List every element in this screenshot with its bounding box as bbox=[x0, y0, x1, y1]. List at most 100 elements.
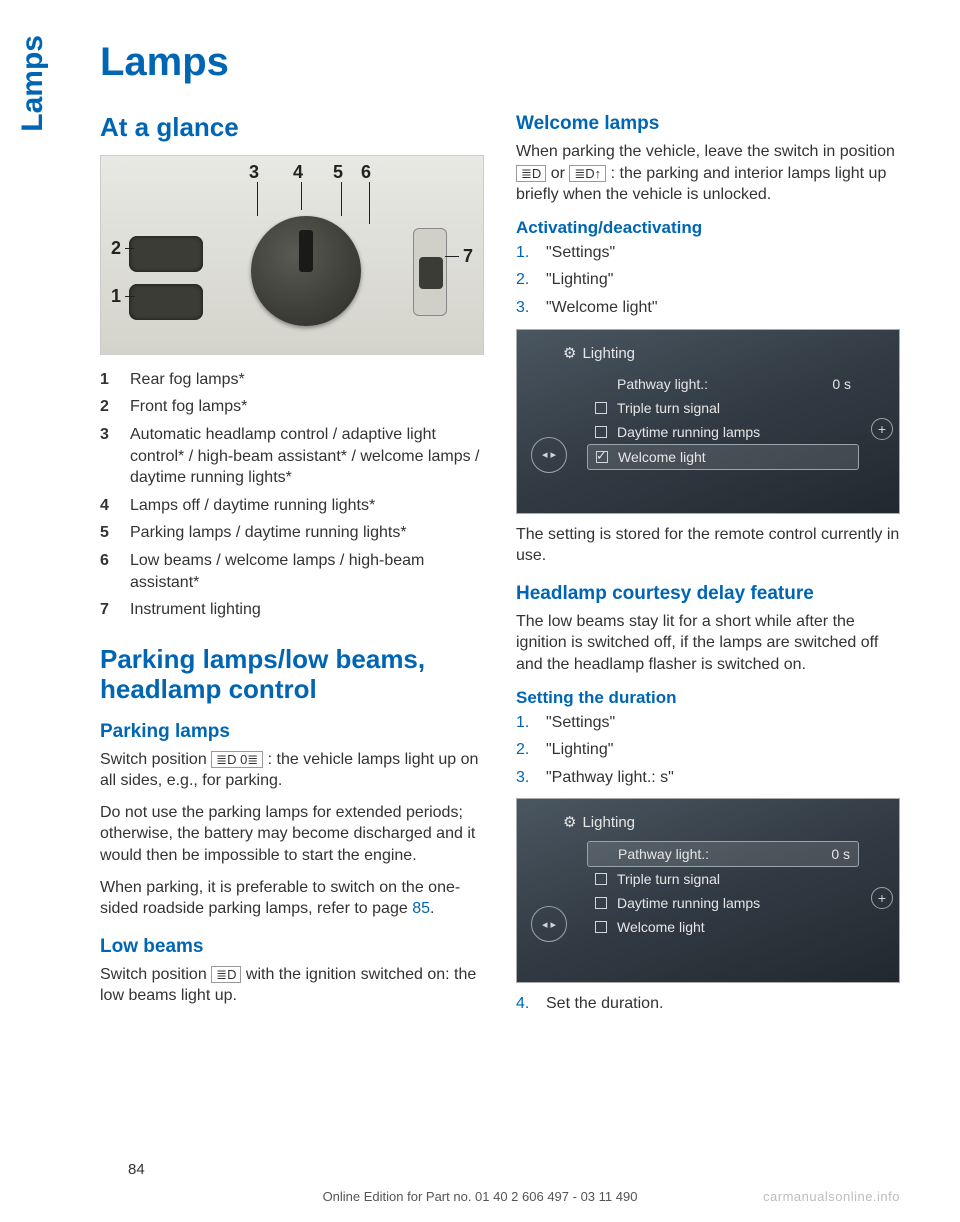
idrive-menu: Pathway light.:0 s Triple turn signal Da… bbox=[587, 841, 859, 939]
legend-num: 5 bbox=[100, 522, 116, 544]
leader-line bbox=[369, 182, 370, 224]
leader-line bbox=[257, 182, 258, 216]
idrive-item-drl[interactable]: Daytime running lamps bbox=[587, 891, 859, 915]
step-item: 3. "Welcome light" bbox=[516, 297, 900, 319]
duration-step4: 4.Set the duration. bbox=[516, 993, 900, 1015]
idrive-knob-icon: ◂ ▸ bbox=[531, 906, 567, 942]
legend-item: 1Rear fog lamps* bbox=[100, 369, 484, 391]
parking-lamps-p3: When parking, it is preferable to switch… bbox=[100, 877, 484, 920]
left-column: At a glance 1 2 3 4 5 6 7 bbox=[100, 113, 484, 1025]
parking-lamp-icon: ≣D 0≣ bbox=[211, 751, 263, 768]
legend-text: Instrument lighting bbox=[130, 599, 261, 621]
idrive-item-triple-turn[interactable]: Triple turn signal bbox=[587, 867, 859, 891]
step-text: "Settings" bbox=[546, 712, 615, 734]
idrive-plus-icon: + bbox=[871, 418, 893, 440]
legend-num: 3 bbox=[100, 424, 116, 489]
low-beams-p: Switch position ≣D with the ignition swi… bbox=[100, 964, 484, 1007]
callout-3: 3 bbox=[249, 162, 259, 183]
step-text: "Welcome light" bbox=[546, 297, 658, 319]
side-tab: Lamps bbox=[16, 35, 50, 132]
legend-text: Parking lamps / daytime running lights* bbox=[130, 522, 407, 544]
step-item: 2. "Lighting" bbox=[516, 739, 900, 761]
legend-num: 4 bbox=[100, 495, 116, 517]
checkbox-icon bbox=[595, 402, 607, 414]
text-fragment: Switch position bbox=[100, 966, 211, 983]
callout-7: 7 bbox=[463, 246, 473, 267]
leader-line bbox=[341, 182, 342, 216]
checkbox-icon bbox=[595, 897, 607, 909]
legend-num: 2 bbox=[100, 396, 116, 418]
step-num: 1. bbox=[516, 242, 532, 264]
legend-num: 6 bbox=[100, 550, 116, 593]
idrive-item-triple-turn[interactable]: Triple turn signal bbox=[587, 396, 859, 420]
welcome-after-p: The setting is stored for the remote con… bbox=[516, 524, 900, 567]
idrive-value: 0 s bbox=[831, 846, 850, 862]
idrive-item-drl[interactable]: Daytime running lamps bbox=[587, 420, 859, 444]
idrive-item-welcome-light[interactable]: Welcome light bbox=[587, 444, 859, 470]
legend-text: Front fog lamps* bbox=[130, 396, 247, 418]
courtesy-p: The low beams stay lit for a short while… bbox=[516, 611, 900, 676]
step-num: 3. bbox=[516, 297, 532, 319]
step-text: "Lighting" bbox=[546, 269, 613, 291]
callout-6: 6 bbox=[361, 162, 371, 183]
fog-button-top bbox=[129, 236, 203, 272]
two-column-layout: At a glance 1 2 3 4 5 6 7 bbox=[100, 113, 900, 1025]
leader-line bbox=[301, 182, 302, 210]
duration-steps: 1. "Settings" 2. "Lighting" 3. "Pathway lig… bbox=[516, 712, 900, 789]
idrive-label: Daytime running lamps bbox=[617, 424, 760, 440]
legend-num: 7 bbox=[100, 599, 116, 621]
step-text: "Lighting" bbox=[546, 739, 613, 761]
heading-activating: Activating/deactivating bbox=[516, 218, 900, 238]
legend-text: Lamps off / daytime running lights* bbox=[130, 495, 375, 517]
welcome-lamps-p: When parking the vehicle, leave the swit… bbox=[516, 141, 900, 206]
idrive-label: Triple turn signal bbox=[617, 871, 720, 887]
heading-courtesy-delay: Headlamp courtesy delay feature bbox=[516, 583, 900, 605]
callout-5: 5 bbox=[333, 162, 343, 183]
step-num: 1. bbox=[516, 712, 532, 734]
idrive-item-welcome-light[interactable]: Welcome light bbox=[587, 915, 859, 939]
fog-button-bottom bbox=[129, 284, 203, 320]
text-fragment: When parking the vehicle, leave the swit… bbox=[516, 143, 895, 160]
leader-line bbox=[125, 248, 135, 249]
legend-item: 3Automatic headlamp control / adaptive l… bbox=[100, 424, 484, 489]
spacer bbox=[595, 378, 607, 390]
idrive-item-pathway[interactable]: Pathway light.:0 s bbox=[587, 372, 859, 396]
idrive-label: Welcome light bbox=[617, 919, 705, 935]
step-num: 2. bbox=[516, 739, 532, 761]
parking-lamps-p2: Do not use the parking lamps for extende… bbox=[100, 802, 484, 867]
light-switch-figure: 1 2 3 4 5 6 7 bbox=[100, 155, 484, 355]
idrive-knob-icon: ◂ ▸ bbox=[531, 437, 567, 473]
legend-item: 2 Front fog lamps* bbox=[100, 396, 484, 418]
idrive-label: Pathway light.: bbox=[617, 376, 708, 392]
legend-item: 4 Lamps off / daytime running lights* bbox=[100, 495, 484, 517]
heading-low-beams: Low beams bbox=[100, 936, 484, 958]
page-number: 84 bbox=[128, 1161, 145, 1178]
low-beam-icon: ≣D bbox=[516, 165, 546, 182]
legend-text: Rear fog lamps* bbox=[130, 369, 245, 391]
page-link-85[interactable]: 85 bbox=[412, 900, 430, 917]
parking-lamps-p1: Switch position ≣D 0≣ : the vehicle lamp… bbox=[100, 749, 484, 792]
dimmer-slider bbox=[413, 228, 447, 316]
step-num: 3. bbox=[516, 767, 532, 789]
legend-item: 6Low beams / welcome lamps / high-beam a… bbox=[100, 550, 484, 593]
idrive-label: Triple turn signal bbox=[617, 400, 720, 416]
page-title: Lamps bbox=[100, 40, 900, 85]
text-fragment: or bbox=[551, 165, 570, 182]
gear-icon: ⚙ bbox=[563, 344, 576, 362]
step-text: "Pathway light.: s" bbox=[546, 767, 674, 789]
idrive-header: ⚙Lighting bbox=[563, 344, 635, 362]
step-item: 2."Lighting" bbox=[516, 269, 900, 291]
callout-2: 2 bbox=[111, 238, 121, 259]
step-num: 4. bbox=[516, 993, 532, 1015]
idrive-item-pathway[interactable]: Pathway light.:0 s bbox=[587, 841, 859, 867]
auto-headlamp-icon: ≣D↑ bbox=[569, 165, 606, 182]
heading-at-a-glance: At a glance bbox=[100, 113, 484, 143]
idrive-screenshot-welcome: ⚙Lighting Pathway light.:0 s Triple turn… bbox=[516, 329, 900, 514]
idrive-label: Daytime running lamps bbox=[617, 895, 760, 911]
spacer bbox=[596, 848, 608, 860]
heading-parking-lamps: Parking lamps bbox=[100, 721, 484, 743]
idrive-plus-icon: + bbox=[871, 887, 893, 909]
idrive-header: ⚙Lighting bbox=[563, 813, 635, 831]
text-fragment: . bbox=[430, 900, 434, 917]
text-fragment: Switch position bbox=[100, 751, 211, 768]
